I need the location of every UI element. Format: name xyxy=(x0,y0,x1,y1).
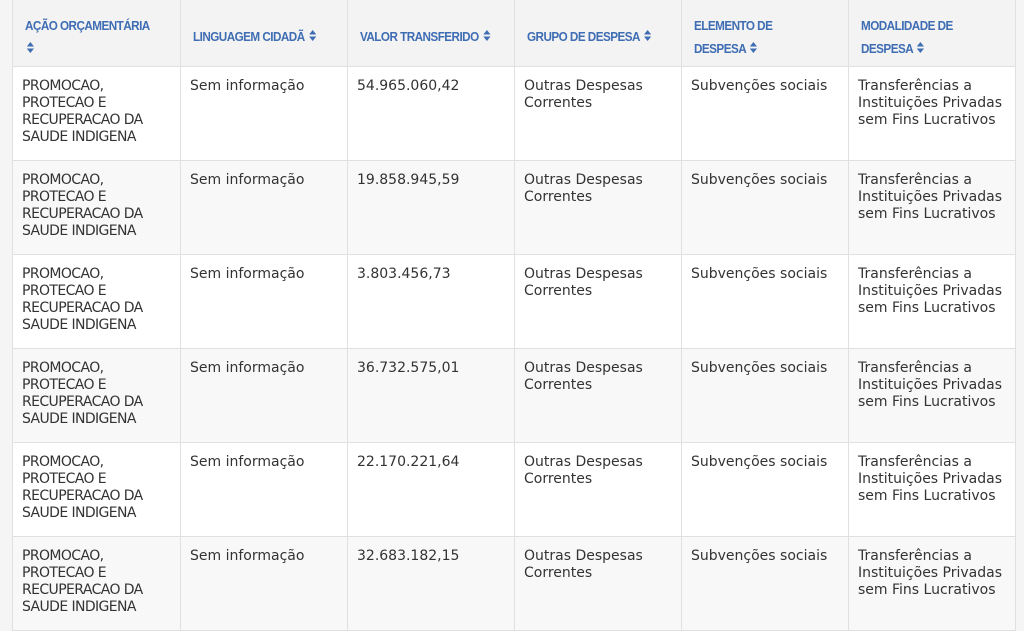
column-header-label: LINGUAGEM CIDADÃ xyxy=(193,25,317,50)
header-text: GRUPO DE DESPESA xyxy=(527,29,640,44)
cell-acao-orcamentaria: PROMOCAO, PROTECAO E RECUPERACAO DA SAUD… xyxy=(12,66,181,161)
cell-linguagem-cidada: Sem informação xyxy=(180,442,348,537)
column-header-label: VALOR TRANSFERIDO xyxy=(360,25,491,50)
cell-grupo-de-despesa: Outras Despesas Correntes xyxy=(514,348,682,443)
table-row: PROMOCAO, PROTECAO E RECUPERACAO DA SAUD… xyxy=(12,66,1016,161)
cell-modalidade-de-despesa: Transferências a Instituições Privadas s… xyxy=(848,160,1016,255)
cell-valor-transferido: 22.170.221,64 xyxy=(347,442,515,537)
table-row: PROMOCAO, PROTECAO E RECUPERACAO DA SAUD… xyxy=(12,160,1016,255)
cell-elemento-de-despesa: Subvenções sociais xyxy=(681,348,849,443)
column-header-valor-transferido[interactable]: VALOR TRANSFERIDO xyxy=(347,0,515,67)
cell-grupo-de-despesa: Outras Despesas Correntes xyxy=(514,536,682,631)
cell-linguagem-cidada: Sem informação xyxy=(180,536,348,631)
cell-acao-orcamentaria: PROMOCAO, PROTECAO E RECUPERACAO DA SAUD… xyxy=(12,536,181,631)
cell-elemento-de-despesa: Subvenções sociais xyxy=(681,254,849,349)
cell-elemento-de-despesa: Subvenções sociais xyxy=(681,160,849,255)
cell-acao-orcamentaria: PROMOCAO, PROTECAO E RECUPERACAO DA SAUD… xyxy=(12,442,181,537)
cell-acao-orcamentaria: PROMOCAO, PROTECAO E RECUPERACAO DA SAUD… xyxy=(12,348,181,443)
cell-grupo-de-despesa: Outras Despesas Correntes xyxy=(514,442,682,537)
sort-icon[interactable] xyxy=(750,41,758,56)
cell-elemento-de-despesa: Subvenções sociais xyxy=(681,442,849,537)
cell-modalidade-de-despesa: Transferências a Instituições Privadas s… xyxy=(848,348,1016,443)
cell-valor-transferido: 32.683.182,15 xyxy=(347,536,515,631)
cell-valor-transferido: 19.858.945,59 xyxy=(347,160,515,255)
transfers-table-container: AÇÃO ORÇAMENTÁRIA LINGUAGEM CIDADÃ VALOR… xyxy=(12,0,1016,631)
column-header-label: GRUPO DE DESPESA xyxy=(527,25,652,50)
cell-modalidade-de-despesa: Transferências a Instituições Privadas s… xyxy=(848,442,1016,537)
cell-grupo-de-despesa: Outras Despesas Correntes xyxy=(514,66,682,161)
table-row: PROMOCAO, PROTECAO E RECUPERACAO DA SAUD… xyxy=(12,348,1016,443)
column-header-acao-orcamentaria[interactable]: AÇÃO ORÇAMENTÁRIA xyxy=(12,0,181,67)
sort-icon[interactable] xyxy=(644,30,652,44)
cell-modalidade-de-despesa: Transferências a Instituições Privadas s… xyxy=(848,254,1016,349)
header-text: LINGUAGEM CIDADÃ xyxy=(193,29,305,44)
table-header-row: AÇÃO ORÇAMENTÁRIA LINGUAGEM CIDADÃ VALOR… xyxy=(12,0,1016,67)
table-body: PROMOCAO, PROTECAO E RECUPERACAO DA SAUD… xyxy=(12,66,1016,631)
column-header-grupo-de-despesa[interactable]: GRUPO DE DESPESA xyxy=(514,0,682,67)
cell-valor-transferido: 36.732.575,01 xyxy=(347,348,515,443)
table-row: PROMOCAO, PROTECAO E RECUPERACAO DA SAUD… xyxy=(12,536,1016,631)
column-header-label: AÇÃO ORÇAMENTÁRIA xyxy=(25,14,157,62)
cell-grupo-de-despesa: Outras Despesas Correntes xyxy=(514,254,682,349)
cell-modalidade-de-despesa: Transferências a Instituições Privadas s… xyxy=(848,66,1016,161)
table-row: PROMOCAO, PROTECAO E RECUPERACAO DA SAUD… xyxy=(12,254,1016,349)
cell-modalidade-de-despesa: Transferências a Instituições Privadas s… xyxy=(848,536,1016,631)
sort-icon[interactable] xyxy=(26,41,34,56)
cell-acao-orcamentaria: PROMOCAO, PROTECAO E RECUPERACAO DA SAUD… xyxy=(12,254,181,349)
sort-icon[interactable] xyxy=(483,30,491,44)
column-header-label: MODALIDADE DE DESPESA xyxy=(861,14,992,62)
cell-linguagem-cidada: Sem informação xyxy=(180,160,348,255)
column-header-linguagem-cidada[interactable]: LINGUAGEM CIDADÃ xyxy=(180,0,348,67)
cell-linguagem-cidada: Sem informação xyxy=(180,66,348,161)
cell-acao-orcamentaria: PROMOCAO, PROTECAO E RECUPERACAO DA SAUD… xyxy=(12,160,181,255)
column-header-label: ELEMENTO DE DESPESA xyxy=(694,14,825,62)
sort-icon[interactable] xyxy=(917,41,925,56)
cell-valor-transferido: 3.803.456,73 xyxy=(347,254,515,349)
column-header-elemento-de-despesa[interactable]: ELEMENTO DE DESPESA xyxy=(681,0,849,67)
transfers-table: AÇÃO ORÇAMENTÁRIA LINGUAGEM CIDADÃ VALOR… xyxy=(12,0,1016,631)
sort-icon[interactable] xyxy=(309,30,317,44)
cell-elemento-de-despesa: Subvenções sociais xyxy=(681,66,849,161)
table-row: PROMOCAO, PROTECAO E RECUPERACAO DA SAUD… xyxy=(12,442,1016,537)
cell-elemento-de-despesa: Subvenções sociais xyxy=(681,536,849,631)
header-text: VALOR TRANSFERIDO xyxy=(360,29,479,44)
header-text: ELEMENTO DE DESPESA xyxy=(694,17,773,56)
header-text: AÇÃO ORÇAMENTÁRIA xyxy=(25,17,150,33)
cell-linguagem-cidada: Sem informação xyxy=(180,348,348,443)
header-text: MODALIDADE DE DESPESA xyxy=(861,17,953,56)
cell-valor-transferido: 54.965.060,42 xyxy=(347,66,515,161)
cell-grupo-de-despesa: Outras Despesas Correntes xyxy=(514,160,682,255)
column-header-modalidade-de-despesa[interactable]: MODALIDADE DE DESPESA xyxy=(848,0,1016,67)
cell-linguagem-cidada: Sem informação xyxy=(180,254,348,349)
